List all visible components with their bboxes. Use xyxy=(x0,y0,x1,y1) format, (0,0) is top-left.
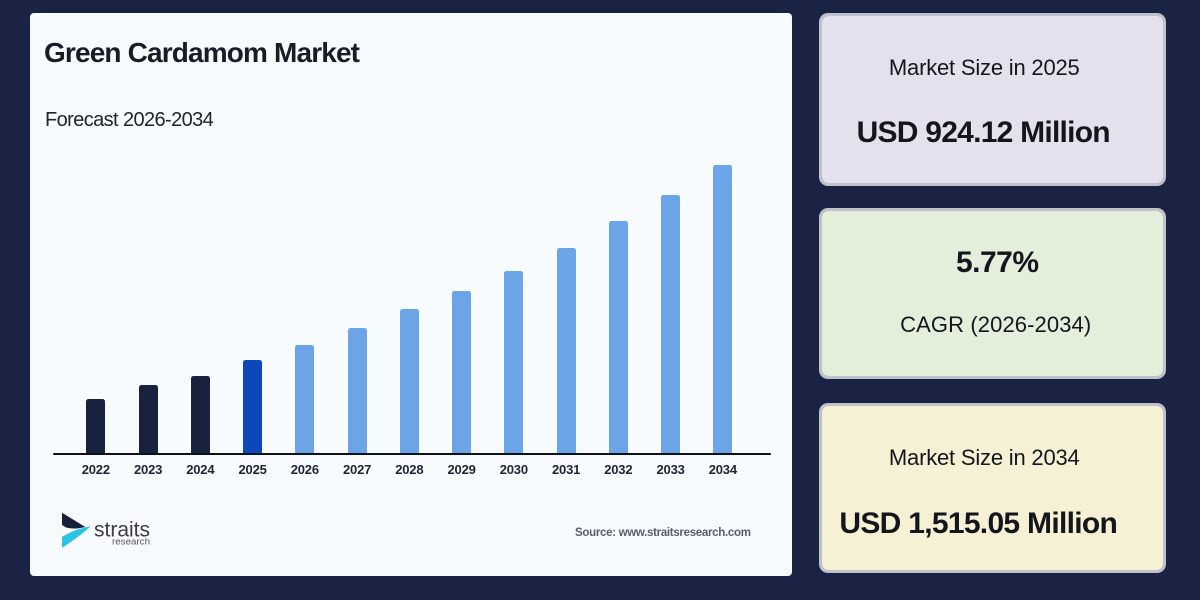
svg-text:research: research xyxy=(112,537,150,547)
svg-text:straits: straits xyxy=(94,518,150,542)
